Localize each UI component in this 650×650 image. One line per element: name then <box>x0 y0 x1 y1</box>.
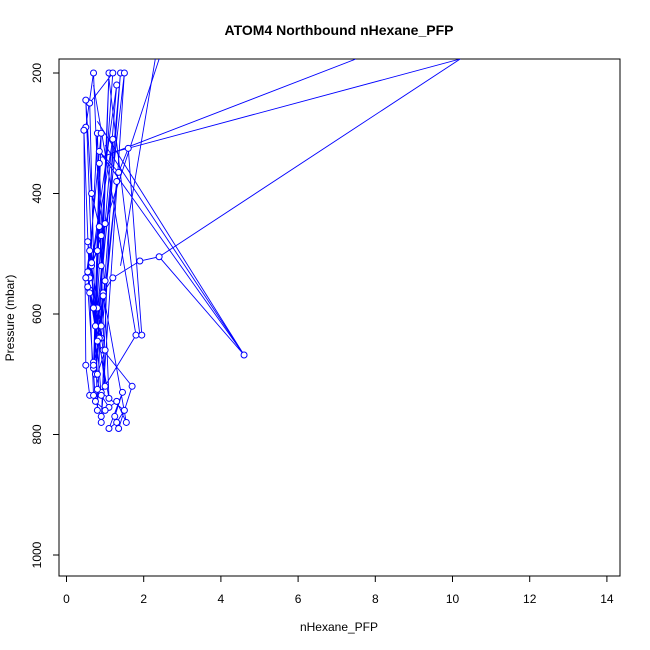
series-segment <box>101 59 357 158</box>
data-point <box>97 418 105 426</box>
data-point <box>97 412 105 420</box>
y-axis: 200 400 600 800 1000 <box>30 63 60 568</box>
x-tick-label: 2 <box>140 592 147 606</box>
data-point <box>109 69 117 77</box>
data-point <box>90 391 98 399</box>
data-point <box>101 220 109 228</box>
y-tick-label: 800 <box>30 424 44 444</box>
data-point <box>97 262 105 270</box>
data-point <box>97 232 105 240</box>
y-tick-label: 400 <box>30 183 44 203</box>
data-point <box>111 412 119 420</box>
data-point <box>101 277 109 285</box>
data-point <box>90 304 98 312</box>
data-point <box>105 394 113 402</box>
plot-border <box>58 58 621 577</box>
series-line <box>83 71 245 430</box>
data-point <box>95 147 103 155</box>
data-point <box>113 177 121 185</box>
data-point <box>109 274 117 282</box>
x-tick-label: 8 <box>372 592 379 606</box>
data-point <box>120 69 128 77</box>
data-point <box>138 331 146 339</box>
x-tick-label: 4 <box>218 592 225 606</box>
data-point <box>115 168 123 176</box>
data-point <box>93 370 101 378</box>
data-point <box>84 238 92 246</box>
data-point <box>118 388 126 396</box>
data-point <box>101 382 109 390</box>
data-point <box>95 223 103 231</box>
data-point <box>90 361 98 369</box>
series-segment <box>93 84 137 336</box>
data-point <box>109 135 117 143</box>
series-segment <box>108 78 141 336</box>
data-point <box>82 96 90 104</box>
series-segment <box>116 59 461 152</box>
data-point <box>115 424 123 432</box>
x-tick-label: 14 <box>600 592 614 606</box>
data-point <box>91 322 99 330</box>
y-tick-label: 600 <box>30 304 44 324</box>
series-segment <box>96 120 245 356</box>
data-point <box>155 253 163 261</box>
data-point <box>132 331 140 339</box>
data-point <box>113 418 121 426</box>
data-point <box>120 406 128 414</box>
data-point <box>80 126 88 134</box>
data-point <box>82 274 90 282</box>
chart-title: ATOM4 Northbound nHexane_PFP <box>225 22 454 38</box>
series-segment <box>158 59 461 258</box>
data-point <box>90 69 98 77</box>
series-segment <box>120 59 156 266</box>
data-point <box>240 351 248 359</box>
data-point <box>95 159 103 167</box>
data-point <box>82 361 90 369</box>
data-point <box>84 268 92 276</box>
x-axis-label: nHexane_PFP <box>300 620 378 634</box>
data-point <box>93 337 101 345</box>
data-point <box>93 406 101 414</box>
data-point <box>97 129 105 137</box>
data-point <box>113 397 121 405</box>
data-point <box>105 424 113 432</box>
data-point <box>124 144 132 152</box>
data-point <box>91 397 99 405</box>
data-point <box>88 259 96 267</box>
series-segment <box>104 59 160 224</box>
series-segment <box>104 145 245 356</box>
x-tick-label: 10 <box>446 592 460 606</box>
data-point <box>86 247 94 255</box>
data-point <box>113 81 121 89</box>
data-point <box>97 322 105 330</box>
data-point <box>99 292 107 300</box>
series-layer <box>80 59 461 432</box>
x-tick-label: 6 <box>295 592 302 606</box>
data-point <box>86 289 94 297</box>
y-tick-label: 200 <box>30 63 44 83</box>
data-point <box>101 406 109 414</box>
data-point <box>93 385 101 393</box>
y-tick-label: 1000 <box>30 541 44 568</box>
data-point <box>88 190 96 197</box>
data-point <box>97 391 105 399</box>
x-axis: 0 2 4 6 8 10 12 14 <box>63 575 614 606</box>
data-point <box>93 247 101 255</box>
data-point <box>101 346 109 354</box>
x-tick-label: 0 <box>63 592 70 606</box>
data-point <box>136 257 144 265</box>
data-point <box>84 283 92 291</box>
y-axis-label: Pressure (mbar) <box>3 275 17 362</box>
x-tick-label: 12 <box>523 592 537 606</box>
data-point <box>122 418 130 426</box>
data-point <box>128 382 136 390</box>
